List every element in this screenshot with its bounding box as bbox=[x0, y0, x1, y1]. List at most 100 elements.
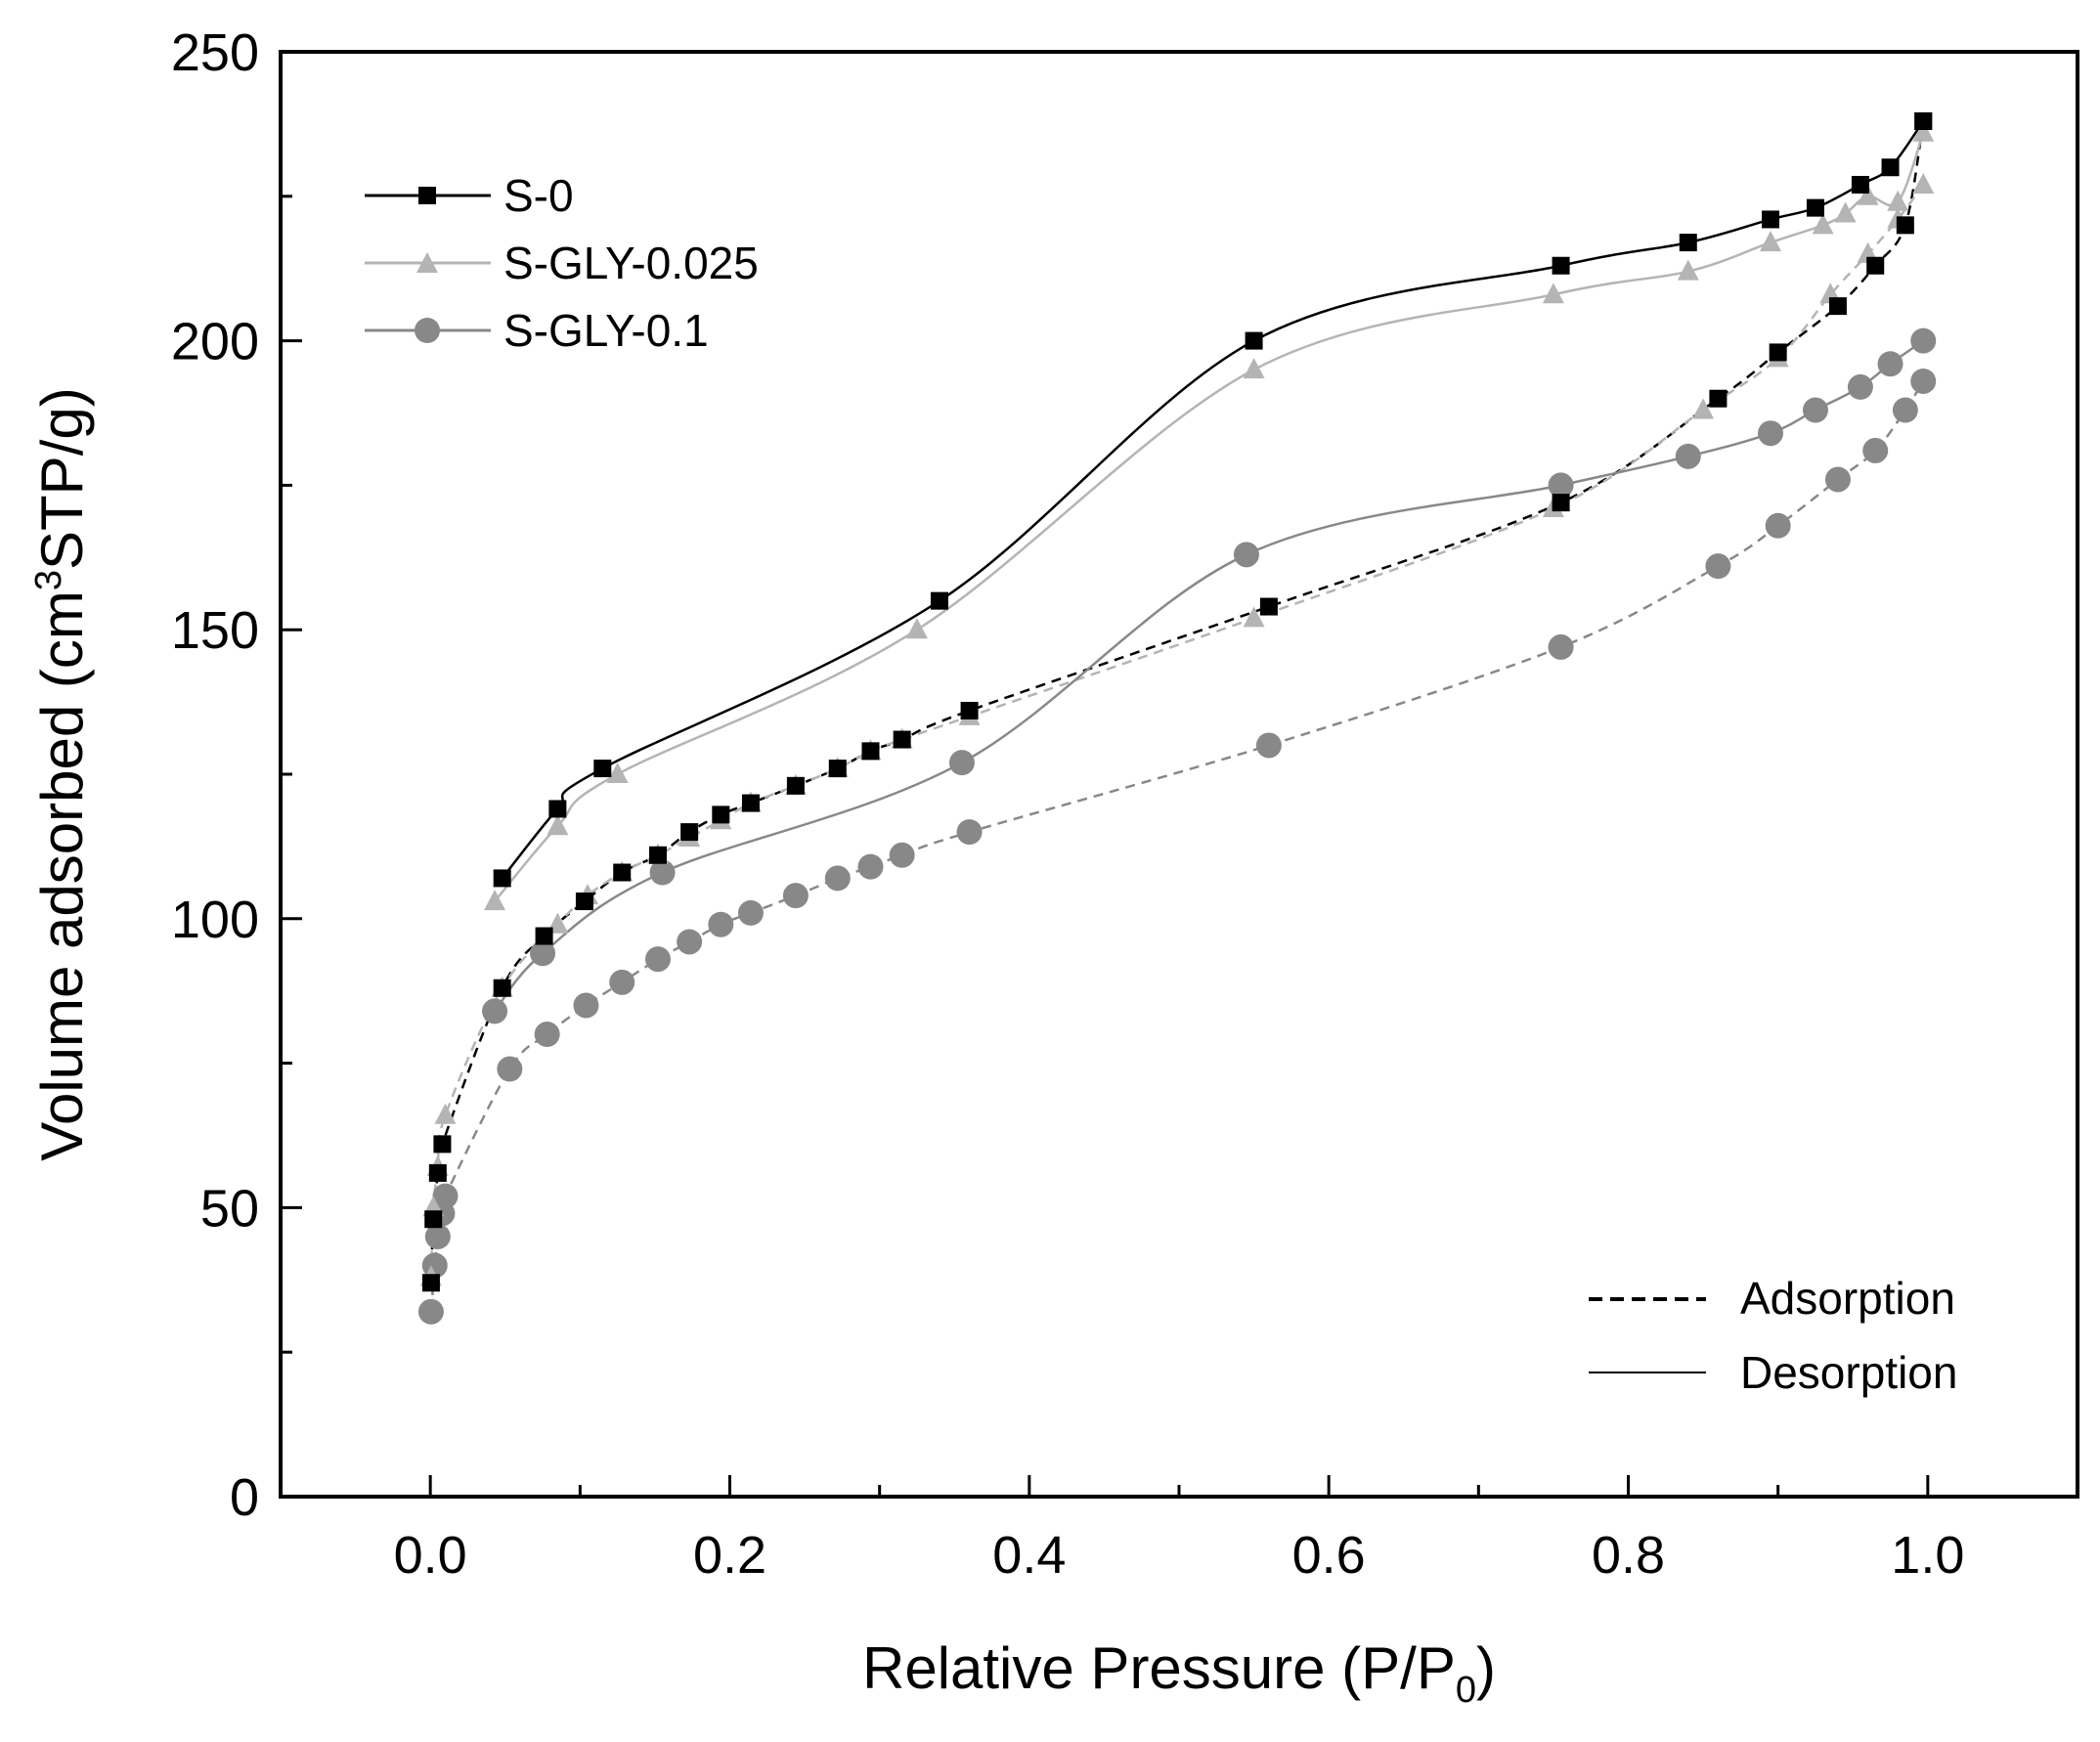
adsorption-point-s-0 bbox=[648, 846, 667, 864]
desorption-point-s-gly-0-1 bbox=[1675, 443, 1701, 469]
desorption-point-s-0 bbox=[1914, 111, 1933, 130]
y-tick-label: 250 bbox=[171, 23, 259, 82]
desorption-point-s-gly-0-025 bbox=[1857, 184, 1879, 205]
adsorption-point-s-0 bbox=[712, 806, 730, 824]
desorption-point-s-gly-0-025 bbox=[1912, 120, 1935, 142]
adsorption-point-s-0 bbox=[786, 776, 805, 795]
x-tick-labels: 0.0 0.2 0.4 0.6 0.8 1.0 bbox=[394, 1526, 1965, 1585]
legend-marker-s-gly-0025 bbox=[416, 252, 438, 273]
desorption-point-s-0 bbox=[593, 760, 612, 778]
x-tick-label: 0.4 bbox=[992, 1526, 1066, 1585]
legend-marker-s-gly-01 bbox=[415, 318, 440, 343]
adsorption-point-s-gly-0-1 bbox=[1705, 553, 1731, 580]
y-axis-title-main: Volume adsorbed (cm bbox=[29, 590, 95, 1161]
series-lines bbox=[429, 120, 1925, 1312]
desorption-point-s-0 bbox=[1881, 158, 1900, 177]
legend-label-s-gly-01: S-GLY-0.1 bbox=[503, 305, 709, 356]
adsorption-point-s-gly-0-1 bbox=[708, 911, 734, 937]
adsorption-point-s-0 bbox=[1709, 389, 1728, 408]
x-axis-title-main: Relative Pressure (P/P bbox=[862, 1635, 1456, 1701]
desorption-point-s-gly-0-1 bbox=[1910, 327, 1937, 354]
desorption-point-s-0 bbox=[1552, 256, 1570, 275]
adsorption-point-s-gly-0-1 bbox=[1862, 437, 1889, 463]
adsorption-point-s-gly-0-1 bbox=[824, 865, 851, 892]
adsorption-point-s-gly-0-1 bbox=[609, 969, 635, 995]
adsorption-point-s-0 bbox=[741, 794, 760, 812]
adsorption-point-s-0 bbox=[424, 1210, 443, 1229]
series-markers bbox=[417, 111, 1937, 1325]
desorption-point-s-0 bbox=[1245, 331, 1263, 350]
desorption-line-s-gly-0-1 bbox=[494, 339, 1924, 1013]
adsorption-point-s-gly-0-1 bbox=[677, 929, 703, 955]
adsorption-point-s-gly-0-025 bbox=[1243, 606, 1265, 628]
desorption-point-s-0 bbox=[548, 800, 567, 818]
adsorption-point-s-0 bbox=[1769, 343, 1787, 362]
x-axis-title-close: ) bbox=[1476, 1635, 1496, 1701]
desorption-line-s-0 bbox=[501, 120, 1925, 880]
adsorption-point-s-0 bbox=[421, 1274, 440, 1292]
legend-item-s-gly-01: S-GLY-0.1 bbox=[365, 305, 709, 356]
adsorption-point-s-gly-0-1 bbox=[956, 819, 983, 846]
desorption-point-s-gly-0-1 bbox=[948, 750, 975, 776]
line-style-legend: Adsorption Desorption bbox=[1589, 1273, 1957, 1398]
desorption-point-s-0 bbox=[1762, 210, 1780, 229]
adsorption-point-s-gly-0-1 bbox=[782, 883, 809, 909]
x-axis-title-sub: 0 bbox=[1456, 1670, 1476, 1711]
x-tick-label: 0.6 bbox=[1292, 1526, 1366, 1585]
series-legend: S-0 S-GLY-0.025 S-GLY-0.1 bbox=[365, 170, 759, 356]
legend-label-s-0: S-0 bbox=[503, 170, 574, 221]
legend-label-desorption: Desorption bbox=[1740, 1347, 1957, 1398]
adsorption-line-s-0 bbox=[429, 120, 1925, 1284]
adsorption-point-s-0 bbox=[535, 927, 553, 945]
desorption-point-s-gly-0-1 bbox=[649, 859, 676, 886]
desorption-point-s-gly-0-1 bbox=[1847, 373, 1873, 400]
y-tick-label: 150 bbox=[171, 601, 259, 660]
y-tick-label: 100 bbox=[171, 891, 259, 949]
adsorption-point-s-gly-0-1 bbox=[857, 853, 884, 880]
desorption-point-s-gly-0-025 bbox=[606, 762, 629, 783]
desorption-point-s-gly-0-025 bbox=[1812, 213, 1834, 235]
desorption-line-s-gly-0-025 bbox=[494, 132, 1925, 902]
adsorption-point-s-gly-0-1 bbox=[889, 842, 915, 868]
adsorption-point-s-gly-0-1 bbox=[573, 992, 599, 1019]
desorption-point-s-0 bbox=[1851, 175, 1869, 194]
adsorption-point-s-0 bbox=[433, 1135, 452, 1154]
adsorption-point-s-gly-0-1 bbox=[1255, 732, 1282, 759]
desorption-point-s-gly-0-1 bbox=[482, 998, 508, 1024]
desorption-point-s-0 bbox=[1679, 234, 1697, 252]
desorption-point-s-gly-0-1 bbox=[1877, 351, 1903, 377]
adsorption-point-s-0 bbox=[493, 979, 511, 997]
adsorption-point-s-0 bbox=[1896, 216, 1914, 235]
desorption-point-s-gly-0-025 bbox=[1243, 358, 1265, 379]
y-axis-title: Volume adsorbed (cm3STP/g) bbox=[28, 387, 95, 1160]
y-axis-title-sup: 3 bbox=[28, 570, 69, 590]
adsorption-point-s-gly-0-1 bbox=[737, 899, 764, 926]
adsorption-line-s-gly-0-025 bbox=[429, 184, 1925, 1278]
adsorption-point-s-0 bbox=[428, 1163, 447, 1182]
adsorption-point-s-gly-0-1 bbox=[1892, 397, 1918, 423]
adsorption-point-s-gly-0-025 bbox=[1692, 398, 1715, 419]
adsorption-point-s-0 bbox=[680, 823, 699, 842]
adsorption-point-s-gly-0-1 bbox=[497, 1056, 523, 1082]
desorption-point-s-gly-0-025 bbox=[1760, 231, 1782, 252]
desorption-point-s-gly-0-1 bbox=[1233, 542, 1259, 568]
adsorption-point-s-0 bbox=[1552, 494, 1570, 512]
adsorption-point-s-gly-0-1 bbox=[644, 946, 671, 973]
desorption-point-s-gly-0-1 bbox=[1548, 472, 1574, 499]
adsorption-point-s-0 bbox=[861, 742, 880, 761]
legend-label-s-gly-0025: S-GLY-0.025 bbox=[503, 238, 759, 288]
adsorption-point-s-0 bbox=[1866, 256, 1885, 275]
adsorption-point-s-gly-0-1 bbox=[1765, 512, 1791, 539]
x-tick-label: 0.2 bbox=[693, 1526, 766, 1585]
desorption-point-s-gly-0-025 bbox=[905, 618, 928, 639]
desorption-point-s-gly-0-025 bbox=[1834, 201, 1857, 223]
x-tick-label: 0.8 bbox=[1592, 1526, 1665, 1585]
legend-item-s-0: S-0 bbox=[365, 170, 574, 221]
legend-item-s-gly-0025: S-GLY-0.025 bbox=[365, 238, 759, 288]
adsorption-point-s-gly-0-025 bbox=[434, 1103, 457, 1124]
adsorption-point-s-gly-0-1 bbox=[1910, 368, 1937, 394]
adsorption-point-s-gly-0-025 bbox=[1912, 172, 1935, 194]
desorption-point-s-gly-0-025 bbox=[484, 890, 506, 911]
adsorption-point-s-gly-0-1 bbox=[1548, 633, 1574, 660]
desorption-point-s-gly-0-1 bbox=[530, 940, 556, 967]
